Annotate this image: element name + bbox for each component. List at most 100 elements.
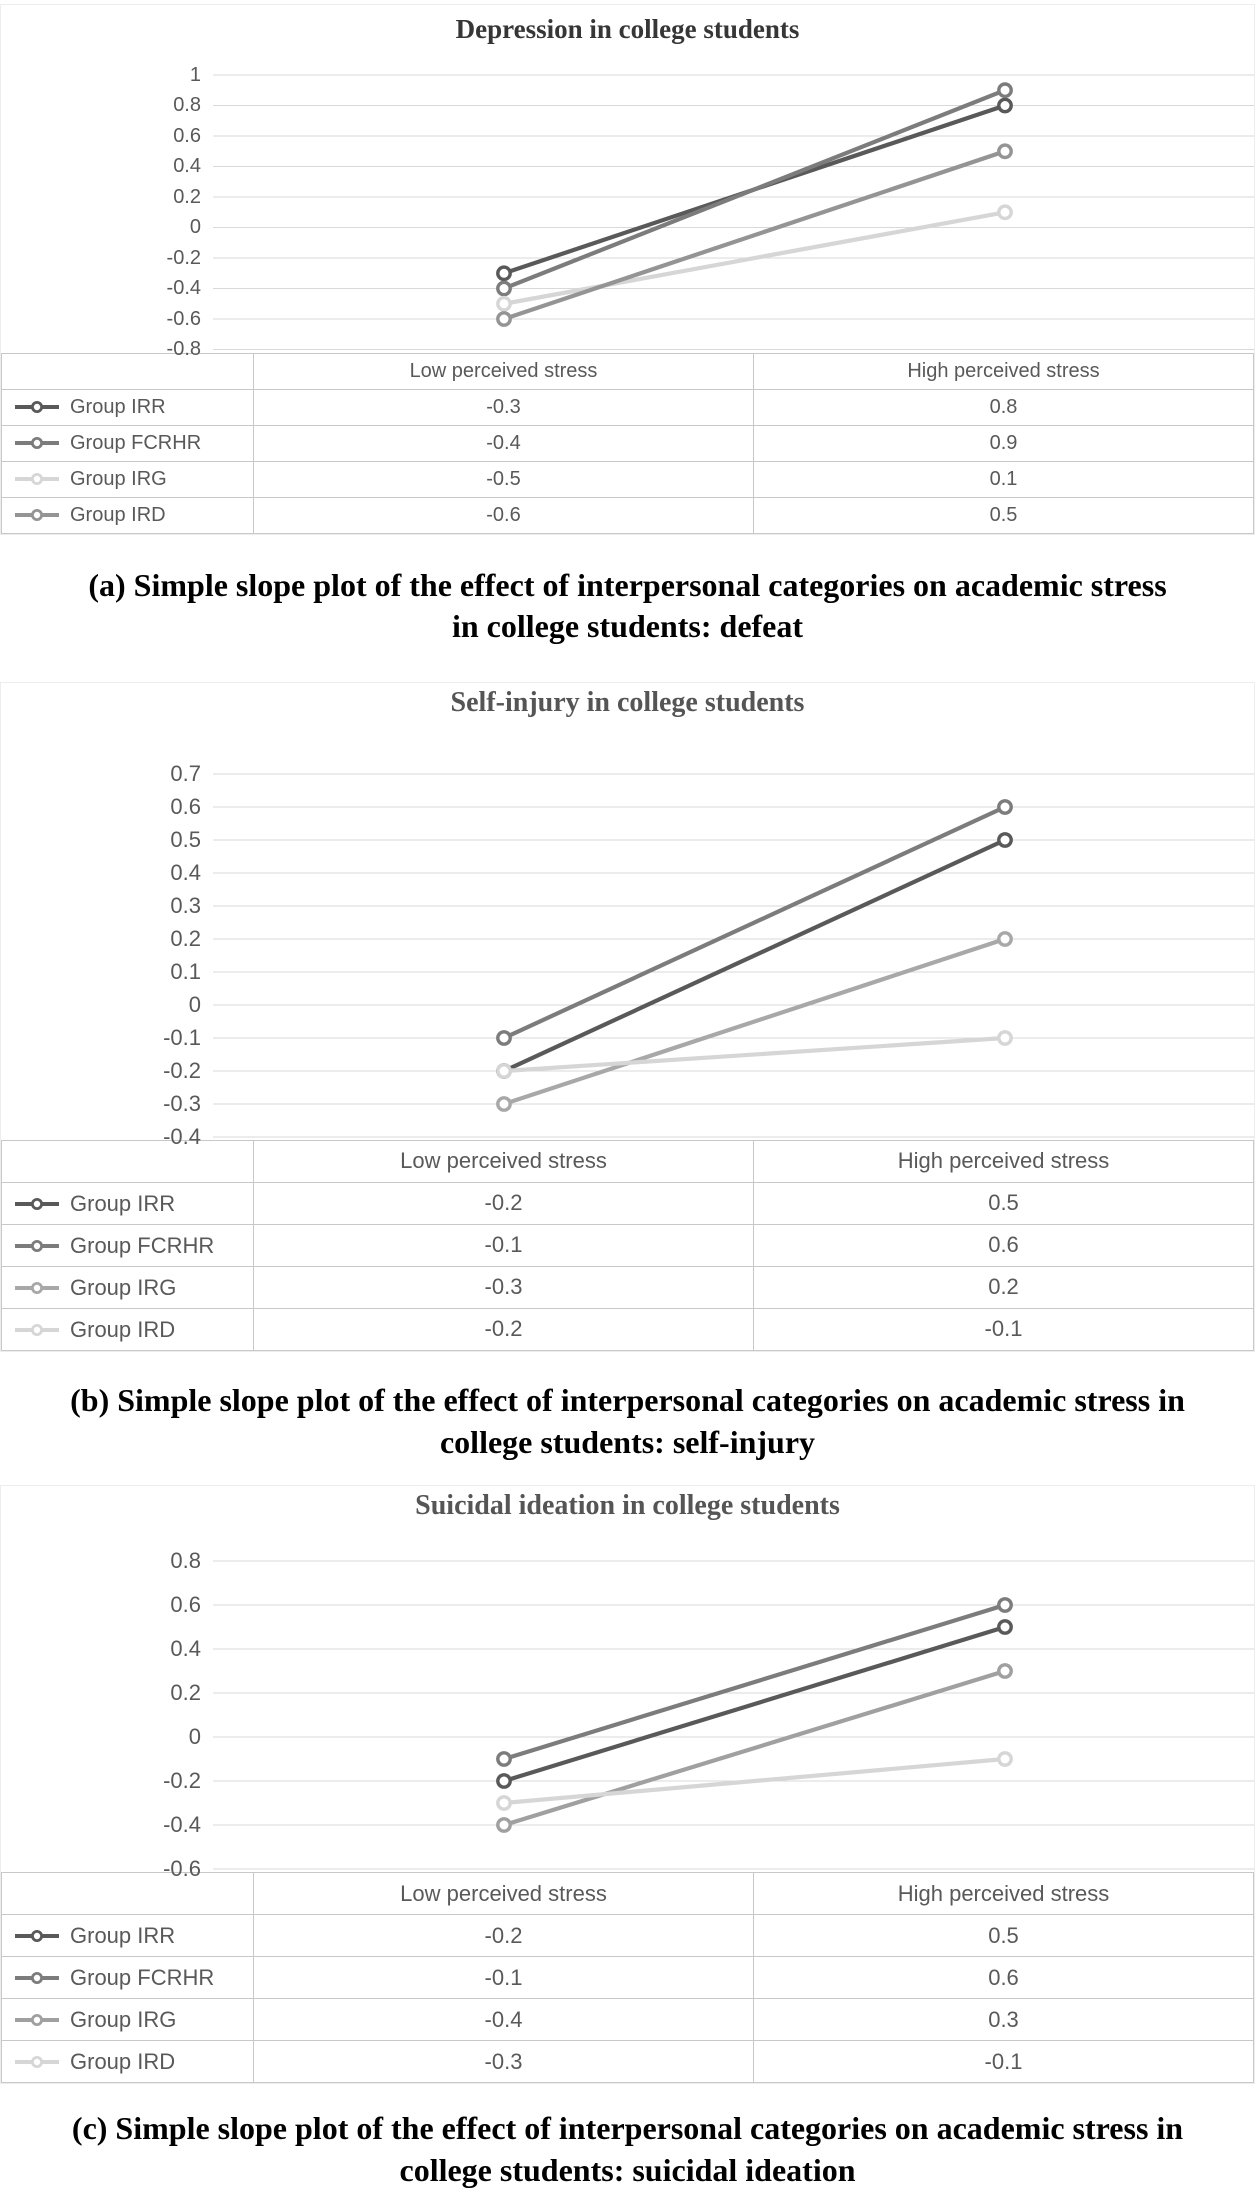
chart-title: Suicidal ideation in college students <box>415 1490 840 1522</box>
series-value-low: -0.6 <box>253 496 754 534</box>
series-name-label: Group IRR <box>70 1191 176 1217</box>
series-name-label: Group IRG <box>70 2007 177 2033</box>
data-point-marker <box>496 1795 512 1812</box>
series-legend-cell: Group IRG <box>1 1998 254 2042</box>
chart-data-table: Low perceived stress High perceived stre… <box>1 1139 1254 1351</box>
series-row: Group IRD -0.6 0.5 <box>1 496 1254 534</box>
y-tick-label: 0.6 <box>170 793 201 819</box>
data-point-marker <box>997 204 1013 220</box>
table-header-row: Low perceived stress High perceived stre… <box>1 1872 1254 1916</box>
series-line <box>503 1669 1006 1828</box>
y-tick-label: 0.8 <box>170 1548 201 1574</box>
series-row: Group IRG -0.4 0.3 <box>1 1998 1254 2042</box>
series-legend-cell: Group IRR <box>1 1914 254 1958</box>
chart-title: Depression in college students <box>455 14 800 44</box>
series-value-low: -0.1 <box>253 1956 754 2000</box>
y-tick-label: 1 <box>189 63 201 86</box>
y-tick-label: 0.4 <box>170 1636 201 1662</box>
plot-canvas <box>213 773 1254 1138</box>
data-point-marker <box>496 1817 512 1834</box>
series-value-low: -0.1 <box>253 1223 754 1267</box>
data-point-marker <box>496 1096 512 1112</box>
data-point-marker <box>997 97 1013 114</box>
y-tick-label: 0.4 <box>170 859 201 885</box>
legend-line-marker-icon <box>14 507 60 523</box>
y-tick-label: 0.2 <box>173 185 201 208</box>
y-tick-label: -0.3 <box>163 1090 201 1116</box>
legend-line-marker-icon <box>14 399 60 415</box>
y-tick-label: 0.2 <box>170 1680 201 1706</box>
series-legend-cell: Group IRR <box>1 1181 254 1225</box>
series-value-high: 0.5 <box>753 496 1254 534</box>
series-line <box>503 209 1006 306</box>
series-name-label: Group FCRHR <box>70 431 202 454</box>
series-line <box>503 149 1006 321</box>
y-tick-label: 0.7 <box>170 760 201 786</box>
legend-line-marker-icon <box>14 471 60 487</box>
series-value-high: 0.6 <box>753 1223 1254 1267</box>
data-point-marker <box>496 1773 512 1790</box>
series-row: Group FCRHR -0.1 0.6 <box>1 1956 1254 2000</box>
legend-key-graphic <box>15 473 59 486</box>
series-value-low: -0.4 <box>253 1998 754 2042</box>
series-value-low: -0.4 <box>253 424 754 462</box>
figure-caption-b: (b) Simple slope plot of the effect of i… <box>70 1381 1185 1460</box>
data-point-marker <box>496 1751 512 1768</box>
series-legend-cell: Group IRD <box>1 1307 254 1351</box>
series-value-high: 0.1 <box>753 460 1254 498</box>
legend-line-marker-icon <box>14 2054 60 2070</box>
series-row: Group IRR -0.2 0.5 <box>1 1914 1254 1958</box>
series-row: Group IRG -0.5 0.1 <box>1 460 1254 498</box>
y-tick-label: -0.2 <box>163 1768 201 1794</box>
category-header-high: High perceived stress <box>753 1872 1254 1916</box>
y-tick-label: -0.1 <box>163 1024 201 1050</box>
legend-line-marker-icon <box>14 2012 60 2028</box>
series-value-high: -0.1 <box>753 2040 1254 2084</box>
chart-frame: Suicidal ideation in college students 0.… <box>0 1485 1255 2085</box>
y-tick-label: 0.2 <box>170 925 201 951</box>
series-legend-cell: Group IRG <box>1 460 254 498</box>
data-point-marker <box>997 1030 1013 1046</box>
y-tick-label: 0 <box>188 1724 201 1750</box>
series-value-low: -0.2 <box>253 1181 754 1225</box>
series-legend-cell: Group IRR <box>1 388 254 426</box>
legend-key-graphic <box>15 401 59 414</box>
chart-frame: Self-injury in college students 0.7 0.6 0.… <box>0 681 1255 1352</box>
y-tick-label: -0.8 <box>166 338 201 361</box>
series-value-low: -0.3 <box>253 388 754 426</box>
series-line <box>503 1757 1006 1806</box>
series-line <box>503 1035 1006 1074</box>
series-name-label: Group IRR <box>70 395 166 418</box>
data-point-marker <box>997 1597 1013 1614</box>
figure-caption-c: (c) Simple slope plot of the effect of i… <box>71 2110 1184 2188</box>
y-tick-label: 0.5 <box>170 826 201 852</box>
y-tick-label: -0.2 <box>166 246 201 269</box>
y-tick-label: 0.4 <box>173 155 201 178</box>
y-tick-label: 0 <box>189 216 201 239</box>
series-value-high: 0.9 <box>753 424 1254 462</box>
series-value-low: -0.5 <box>253 460 754 498</box>
chart-data-table: Low perceived stress High perceived stre… <box>1 352 1254 534</box>
series-line <box>503 87 1006 291</box>
series-row: Group FCRHR -0.4 0.9 <box>1 424 1254 462</box>
series-value-low: -0.3 <box>253 2040 754 2084</box>
series-row: Group IRD -0.3 -0.1 <box>1 2040 1254 2084</box>
data-point-marker <box>997 143 1013 159</box>
series-value-high: 0.2 <box>753 1265 1254 1309</box>
category-header-low: Low perceived stress <box>253 1139 754 1183</box>
legend-key-graphic <box>15 1972 59 1985</box>
y-tick-label: -0.4 <box>166 277 201 300</box>
series-name-label: Group IRG <box>70 1275 177 1301</box>
plot-canvas <box>213 1560 1254 1870</box>
series-legend-cell: Group IRD <box>1 2040 254 2084</box>
series-line <box>503 936 1006 1106</box>
series-line <box>503 838 1006 1073</box>
series-value-low: -0.2 <box>253 1307 754 1351</box>
plot-area: 0.7 0.6 0.5 0.4 0.3 0.2 0.1 0 -0.1 -0.2 -0.3 -0.4 <box>1 760 1254 1149</box>
series-row: Group IRD -0.2 -0.1 <box>1 1307 1254 1351</box>
series-name-label: Group IRD <box>70 2049 176 2075</box>
figure-panel: Depression in college students 1 0.8 0.6 0.… <box>0 4 1255 2191</box>
y-tick-label: 0.1 <box>170 958 201 984</box>
y-tick-label: 0.8 <box>173 94 201 117</box>
series-row: Group FCRHR -0.1 0.6 <box>1 1223 1254 1267</box>
